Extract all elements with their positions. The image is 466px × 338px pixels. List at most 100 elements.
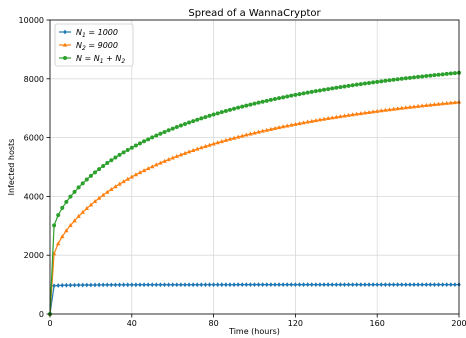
data-point [85,282,89,288]
data-point [68,282,73,288]
data-point [399,282,404,288]
data-point [383,282,388,288]
data-point [76,282,81,288]
data-point [113,184,118,189]
series-3 [48,70,461,316]
data-point [309,89,314,94]
data-point [137,141,142,146]
data-point [363,282,367,288]
data-point [395,106,400,111]
data-point [141,168,147,173]
data-point [248,102,253,107]
data-point [305,282,310,288]
legend-box [54,23,134,67]
data-point [60,205,65,210]
data-point [322,282,326,288]
data-point [416,74,421,79]
data-point [187,282,191,288]
data-point [412,282,416,288]
data-point [113,282,118,288]
data-point [207,142,212,147]
data-point [448,71,453,76]
data-point [334,282,339,288]
data-point [130,282,134,288]
data-point [158,282,163,288]
data-point [64,282,69,288]
data-point [252,282,257,288]
data-point [97,167,102,172]
data-point [268,126,274,131]
legend: N1 = 1000 N2 = 9000 N = N1 + N2 [54,23,134,67]
data-point [121,179,126,184]
data-point [125,148,130,153]
data-point [60,234,65,239]
data-point [379,79,384,84]
data-point [170,126,175,131]
data-point [428,102,433,107]
data-point [88,202,94,207]
data-point [293,282,298,288]
data-point [354,111,359,116]
data-point [297,282,302,288]
data-point [166,157,171,162]
data-point [444,282,449,288]
data-point [325,116,331,121]
data-point [60,282,65,288]
data-point [412,75,417,80]
data-point [449,282,453,288]
data-point [293,92,298,97]
data-point [428,73,433,78]
data-point [191,282,195,288]
data-point [407,104,413,109]
data-point [223,137,229,142]
data-point [211,282,216,288]
data-point [371,80,376,85]
data-point [313,89,318,94]
data-point [191,119,196,124]
legend-item: N = N1 + N2 [59,54,125,65]
data-point [219,110,224,115]
data-point [338,85,343,90]
data-point [256,129,261,134]
data-point [285,94,290,99]
y-tick-label: 4000 [24,192,44,201]
data-point [379,108,384,113]
data-point [444,100,449,105]
data-point [387,282,392,288]
data-point [420,74,425,79]
data-point [375,79,380,84]
data-point [145,166,151,171]
data-point [342,84,347,89]
data-point [321,116,327,121]
data-point [231,135,237,140]
data-point [273,282,277,288]
data-point [391,77,396,82]
y-axis-title: Infected hosts [7,139,16,196]
data-point [117,282,122,288]
data-point [203,115,208,120]
data-point [182,150,188,155]
data-point [416,282,420,288]
data-point [281,95,286,100]
data-point [285,123,290,128]
data-point [297,92,302,97]
data-point [387,107,392,112]
data-point [211,141,216,146]
data-point [121,282,126,288]
data-point [428,282,433,288]
data-point [162,158,167,163]
x-tick-label: 200 [451,319,466,328]
data-point [453,282,457,288]
data-point [252,101,257,106]
data-point [236,282,240,288]
data-point [350,282,355,288]
data-point [219,282,224,288]
data-point [72,282,77,288]
x-tick-label: 80 [209,319,219,328]
data-point [301,91,306,96]
data-point [89,282,93,288]
data-point [313,118,319,123]
data-point [293,121,298,126]
data-point [150,135,155,140]
